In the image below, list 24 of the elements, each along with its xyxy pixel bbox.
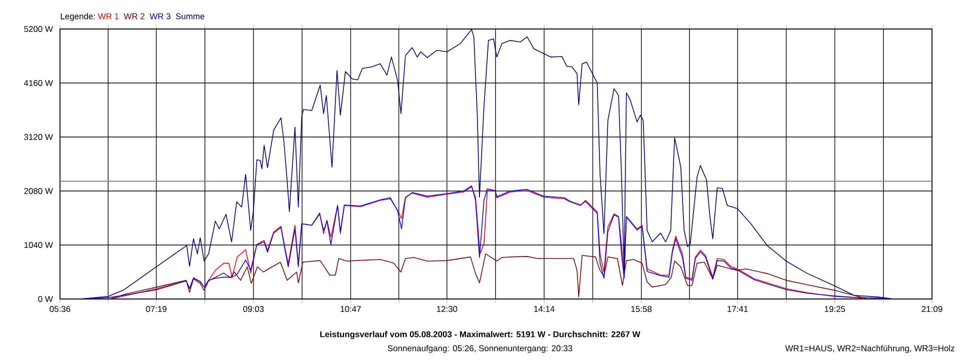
text: Leistungsverlauf vom 05.08.2003 - Maximalwert: 5191 W - Durchschnitt: 2267 W <box>320 331 640 339</box>
text: WR 3 <box>150 13 170 20</box>
text: Sonnenaufgang: 05:26, Sonnenuntergang: 20:33 <box>388 345 572 353</box>
x-tick-label: 17:41 <box>728 306 748 312</box>
x-tick-label: 05:36 <box>50 306 70 312</box>
text: Summe <box>176 13 204 20</box>
x-tick-label: 21:09 <box>922 306 942 312</box>
y-tick-label: 5200 W <box>24 26 53 32</box>
x-tick-label: 12:30 <box>436 306 458 312</box>
y-tick-label: 2080 W <box>24 188 53 194</box>
y-tick-label: 1040 W <box>24 242 53 248</box>
legend-title: Legende: <box>60 13 95 21</box>
y-tick-label: 4160 W <box>24 80 53 86</box>
x-tick-label: 10:47 <box>340 306 361 312</box>
text: WR 2 <box>124 13 144 20</box>
x-tick-label: 15:58 <box>631 306 652 312</box>
x-tick-label: 19:25 <box>824 306 846 312</box>
x-tick-label: 09:03 <box>243 306 264 312</box>
y-tick-label: 3120 W <box>24 134 53 140</box>
text: WR 1 <box>98 13 119 20</box>
x-tick-label: 07:19 <box>146 306 166 312</box>
text: WR1=HAUS, WR2=Nachführung, WR3=Holz <box>785 345 954 353</box>
y-tick-label: 0 W <box>38 296 53 302</box>
x-tick-label: 14:14 <box>534 306 554 312</box>
